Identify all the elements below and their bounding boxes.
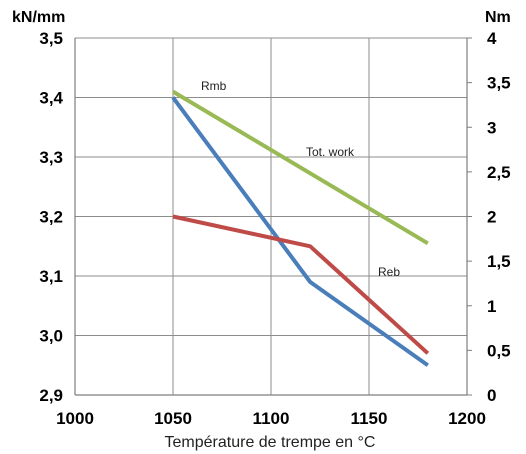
- x-tick-label: 1200: [448, 409, 486, 428]
- annotation-reb: Reb: [378, 265, 400, 279]
- grid: [74, 37, 468, 396]
- y2-tick-label: 4: [487, 29, 497, 48]
- y2-axis-unit-label: Nm: [485, 9, 511, 26]
- y2-tick-label: 3: [487, 118, 496, 137]
- y-tick-label: 3,1: [39, 267, 63, 286]
- y2-tick-label: 0,5: [487, 341, 511, 360]
- annotation-rmb: Rmb: [201, 79, 227, 93]
- y-tick-label: 3,3: [39, 148, 63, 167]
- x-tick-label: 1150: [351, 409, 388, 428]
- y2-tick-label: 2,5: [487, 163, 511, 182]
- y-tick-label: 3,0: [39, 327, 63, 346]
- y2-tick-label: 0: [487, 386, 496, 405]
- y-axis-unit-label: kN/mm: [12, 9, 65, 26]
- x-axis-label: Température de trempe en °C: [165, 434, 376, 451]
- plot-frame: [74, 37, 472, 396]
- y-tick-label: 3,4: [39, 89, 63, 108]
- y2-tick-label: 1: [487, 297, 496, 316]
- annotation-tot-work: Tot. work: [306, 145, 355, 159]
- y-tick-label: 3,2: [39, 208, 63, 227]
- y2-tick-label: 2: [487, 208, 496, 227]
- x-tick-label: 1050: [154, 409, 192, 428]
- y2-tick-label: 1,5: [487, 252, 511, 271]
- y-tick-label: 3,5: [39, 29, 63, 48]
- series-lines: [171, 89, 430, 367]
- series-line-reb: [172, 214, 430, 355]
- x-tick-label: 1000: [56, 409, 94, 428]
- y2-tick-label: 3,5: [487, 74, 511, 93]
- series-line-rmb: [171, 96, 429, 367]
- series-line-tot-work: [171, 89, 429, 246]
- y-tick-label: 2,9: [39, 386, 63, 405]
- x-tick-label: 1100: [253, 409, 290, 428]
- tick-labels: 2,9 3,0 3,1 3,2 3,3 3,4 3,5 0 0,5 1 1,5 2 2,5 3 3,5 4 10…: [39, 29, 510, 428]
